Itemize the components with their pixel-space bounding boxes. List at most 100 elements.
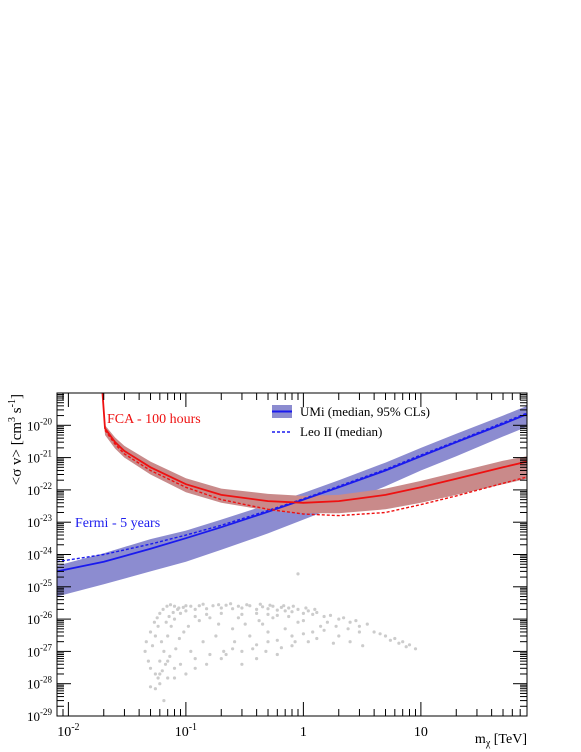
scatter-point bbox=[172, 666, 177, 670]
scatter-point bbox=[231, 627, 235, 631]
scatter-point bbox=[296, 620, 300, 624]
y-tick-labels: 10-20 10-21 10-22 10-23 10-24 10-25 10-26 10-27… bbox=[27, 416, 52, 724]
scatter-point bbox=[301, 632, 305, 636]
y-tick-label: 10-24 bbox=[27, 546, 52, 563]
scatter-point bbox=[407, 643, 412, 647]
scatter-point bbox=[361, 644, 365, 648]
y-axis-label: <σ v> [cm3 s-1] bbox=[7, 394, 25, 485]
scatter-point bbox=[181, 605, 185, 610]
scatter-point bbox=[178, 662, 183, 666]
y-tick-label: 10-29 bbox=[27, 707, 52, 724]
scatter-point bbox=[357, 624, 361, 628]
x-tick-label: 10 bbox=[414, 725, 428, 740]
scatter-point bbox=[401, 640, 405, 644]
scatter-point bbox=[275, 608, 279, 612]
scatter-point bbox=[164, 620, 168, 624]
band-fca-100-hours bbox=[102, 393, 527, 514]
scatter-point bbox=[155, 616, 159, 620]
y-tick-label: 10-28 bbox=[27, 675, 52, 692]
scatter-point bbox=[167, 614, 171, 619]
scatter-point bbox=[150, 644, 155, 648]
scatter-point bbox=[248, 604, 252, 608]
scatter-point bbox=[158, 682, 162, 686]
scatter-point bbox=[165, 604, 169, 608]
scatter-point bbox=[219, 611, 223, 616]
scatter-point bbox=[334, 624, 338, 628]
scatter-point bbox=[177, 606, 181, 610]
scatter-point bbox=[342, 616, 346, 620]
scatter-point bbox=[383, 634, 388, 638]
scatter-point bbox=[337, 617, 341, 621]
scatter-point bbox=[211, 604, 215, 608]
scatter-point bbox=[397, 641, 401, 645]
scatter-point bbox=[222, 649, 226, 654]
scatter-point bbox=[233, 640, 237, 644]
scatter-point bbox=[413, 647, 418, 651]
scatter-point bbox=[166, 634, 170, 638]
dashed-line-fermi-5-years bbox=[56, 412, 528, 563]
scatter-point bbox=[236, 604, 240, 608]
scatter-point bbox=[248, 634, 252, 638]
scatter-point bbox=[255, 611, 259, 616]
scatter-point bbox=[255, 657, 259, 661]
scatter-point bbox=[279, 646, 283, 650]
scatter-point bbox=[306, 640, 310, 644]
scatter-point bbox=[315, 636, 319, 641]
scatter-point bbox=[186, 624, 190, 628]
scatter-point bbox=[201, 640, 205, 644]
annotation-fca: FCA - 100 hours bbox=[107, 412, 201, 427]
scatter-point bbox=[166, 659, 170, 663]
scatter-point bbox=[240, 649, 244, 654]
legend-label-leo: Leo II (median) bbox=[300, 424, 382, 439]
scatter-point bbox=[264, 649, 268, 654]
scatter-point bbox=[311, 630, 315, 634]
scatter-point bbox=[146, 659, 150, 663]
scatter-point bbox=[315, 610, 319, 615]
scatter-point bbox=[168, 603, 173, 607]
scatter-point bbox=[193, 614, 197, 619]
scatter-point bbox=[224, 652, 228, 657]
legend-label-umi: UMi (median, 95% CLs) bbox=[300, 404, 430, 419]
scatter-point bbox=[158, 659, 162, 663]
scatter-point bbox=[189, 649, 193, 654]
scatter-point bbox=[166, 676, 170, 680]
scatter-point bbox=[159, 640, 164, 644]
scatter-point bbox=[169, 624, 173, 628]
scatter-point bbox=[193, 607, 197, 612]
scatter-point bbox=[291, 604, 295, 608]
scatter-point bbox=[205, 607, 209, 611]
y-tick-label: 10-23 bbox=[27, 513, 52, 530]
scatter-point bbox=[240, 606, 244, 610]
scatter-point bbox=[290, 644, 294, 648]
scatter-point bbox=[322, 614, 326, 619]
scatter-point bbox=[357, 630, 361, 634]
scatter-point bbox=[178, 611, 183, 616]
scatter-point bbox=[301, 611, 305, 616]
scatter-point bbox=[275, 652, 279, 657]
scatter-point bbox=[172, 604, 177, 608]
scatter-point bbox=[283, 609, 287, 613]
scatter-point bbox=[156, 676, 160, 680]
scatter-point bbox=[205, 612, 209, 617]
scatter-point bbox=[163, 662, 168, 666]
scatter-point bbox=[266, 630, 270, 634]
scatter-point bbox=[372, 630, 376, 634]
scatter-point bbox=[271, 616, 275, 620]
line-layer bbox=[56, 392, 528, 573]
scatter-point bbox=[245, 603, 249, 607]
scatter-point bbox=[217, 622, 221, 626]
scatter-point bbox=[217, 603, 221, 607]
scatter-point bbox=[258, 602, 262, 606]
scatter-point bbox=[193, 666, 197, 670]
scatter-point bbox=[161, 607, 165, 612]
scatter-point bbox=[319, 624, 323, 628]
median-line-fermi-5-years bbox=[56, 413, 528, 573]
scatter-point bbox=[219, 606, 223, 610]
scatter-point bbox=[279, 605, 283, 610]
scatter-point bbox=[144, 640, 148, 644]
scatter-point bbox=[184, 672, 188, 676]
dashed-line-fca-100-hours bbox=[104, 429, 528, 517]
scatter-point bbox=[388, 638, 392, 642]
scatter-point bbox=[290, 634, 294, 638]
